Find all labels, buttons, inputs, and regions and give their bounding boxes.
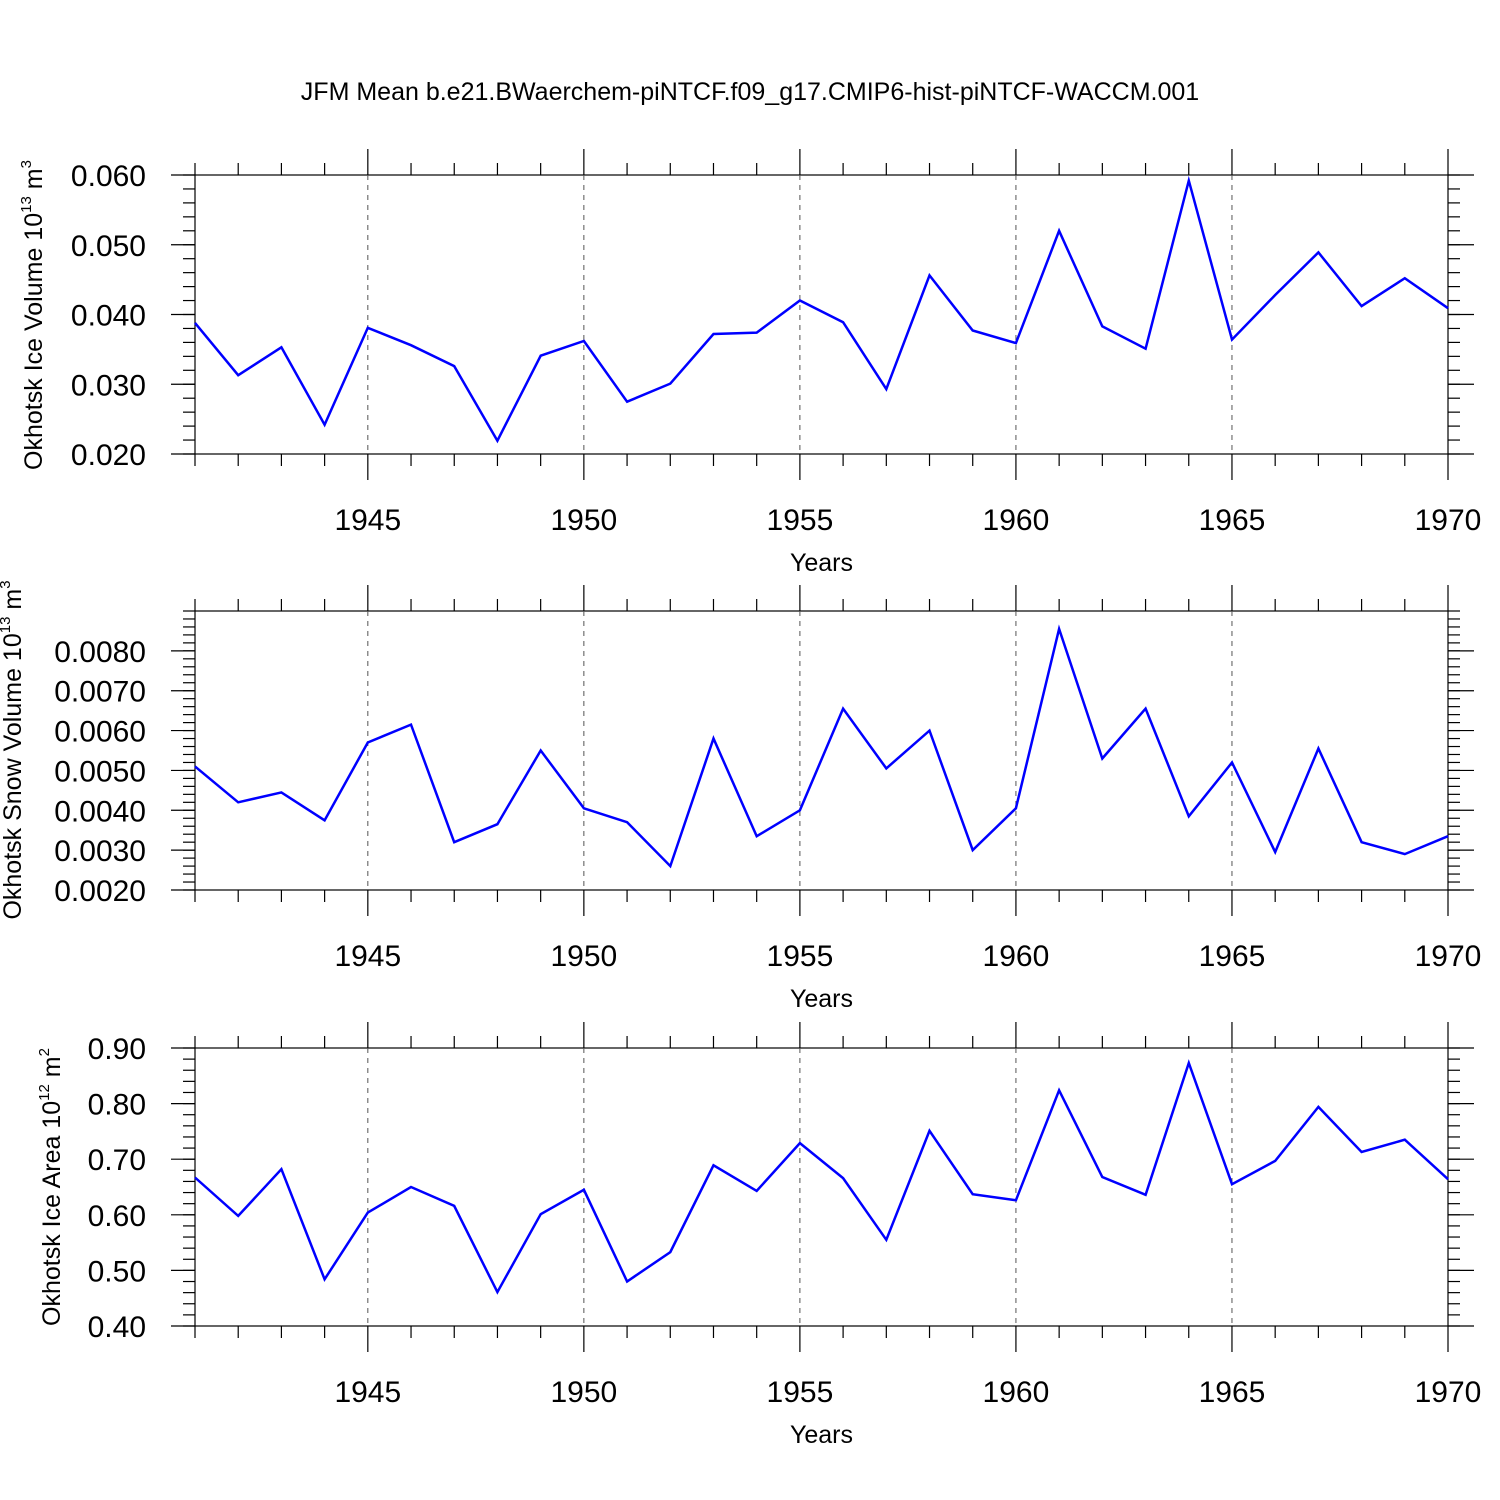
x-axis-label: Years	[790, 985, 853, 1013]
y-axis-label-ylabel: Okhotsk Ice Area 10	[38, 1101, 66, 1326]
x-tick-label: 1945	[334, 940, 401, 973]
x-tick-label: 1945	[334, 1376, 401, 1409]
y-tick-label: 0.060	[71, 160, 146, 193]
y-axis-label-ylabel-unit: m	[0, 589, 27, 617]
y-axis-label-ylabel-exp: 12	[36, 1084, 53, 1101]
y-tick-label: 0.0060	[54, 716, 146, 749]
y-axis-label-ylabel-exp: 13	[0, 617, 14, 634]
y-tick-label: 0.50	[88, 1255, 146, 1288]
x-tick-label: 1955	[767, 1376, 834, 1409]
x-tick-label: 1960	[983, 504, 1050, 537]
y-tick-label: 0.030	[71, 369, 146, 402]
y-tick-label: 0.0040	[54, 795, 146, 828]
y-tick-label: 0.0080	[54, 636, 146, 669]
x-axis-label: Years	[790, 1421, 853, 1449]
x-tick-label: 1955	[767, 940, 834, 973]
x-tick-label: 1970	[1415, 504, 1482, 537]
chart-title: JFM Mean b.e21.BWaerchem-piNTCF.f09_g17.…	[301, 78, 1199, 106]
x-tick-label: 1965	[1199, 504, 1266, 537]
y-axis-label-ylabel-unit: m	[20, 168, 48, 196]
panel-1: 1945 1950 1955 1960 1965 1970 0.020 0.030 0.040 0…	[18, 149, 1481, 577]
series-line-2	[194, 624, 1449, 869]
x-tick-label: 1950	[550, 504, 617, 537]
y-axis-label-ylabel-unit-exp: 3	[0, 580, 14, 588]
x-tick-label: 1960	[983, 940, 1050, 973]
series-line-1	[194, 175, 1449, 444]
y-tick-label: 0.050	[71, 230, 146, 263]
y-axis-label-ylabel: Okhotsk Ice Volume 10	[20, 213, 48, 470]
x-tick-label: 1970	[1415, 940, 1482, 973]
x-tick-label: 1965	[1199, 940, 1266, 973]
y-axis-label-ylabel: Okhotsk Snow Volume 10	[0, 633, 27, 919]
y-axis-label-ylabel-unit: m	[38, 1056, 66, 1084]
y-axis-label: Okhotsk Ice Volume 1013 m3	[18, 160, 48, 470]
y-axis-label-ylabel-exp: 13	[18, 196, 35, 213]
y-tick-label: 0.0020	[54, 875, 146, 908]
plot-frame	[194, 1047, 1449, 1327]
x-tick-label: 1960	[983, 1376, 1050, 1409]
y-tick-label: 0.90	[88, 1033, 146, 1066]
panels: 1945 1950 1955 1960 1965 1970 0.020 0.030 0.040 0…	[0, 149, 1481, 1449]
x-tick-label: 1955	[767, 504, 834, 537]
y-axis-label: Okhotsk Snow Volume 1013 m3	[0, 580, 27, 919]
x-axis-label: Years	[790, 549, 853, 577]
y-tick-label: 0.40	[88, 1311, 146, 1344]
y-tick-label: 0.60	[88, 1200, 146, 1233]
y-tick-label: 0.0030	[54, 835, 146, 868]
plot-frame	[194, 174, 1449, 455]
x-tick-label: 1945	[334, 504, 401, 537]
panel-2: 1945 1950 1955 1960 1965 1970 0.0020 0.0030 0.00…	[0, 580, 1481, 1013]
y-tick-label: 0.0070	[54, 676, 146, 709]
x-tick-label: 1950	[550, 1376, 617, 1409]
y-axis-label-ylabel-unit-exp: 3	[18, 160, 35, 168]
x-tick-label: 1965	[1199, 1376, 1266, 1409]
y-tick-label: 0.040	[71, 300, 146, 333]
y-tick-label: 0.020	[71, 439, 146, 472]
y-axis-label-ylabel-unit-exp: 2	[36, 1048, 53, 1056]
plot-frame	[194, 610, 1449, 891]
y-tick-label: 0.80	[88, 1089, 146, 1122]
y-tick-label: 0.0050	[54, 755, 146, 788]
x-tick-label: 1950	[550, 940, 617, 973]
series-line-3	[194, 1059, 1449, 1295]
panel-3: 1945 1950 1955 1960 1965 1970 0.40 0.50 0.60 0.70…	[36, 1022, 1481, 1449]
y-axis-label: Okhotsk Ice Area 1012 m2	[36, 1048, 66, 1326]
x-tick-label: 1970	[1415, 1376, 1482, 1409]
y-tick-label: 0.70	[88, 1144, 146, 1177]
